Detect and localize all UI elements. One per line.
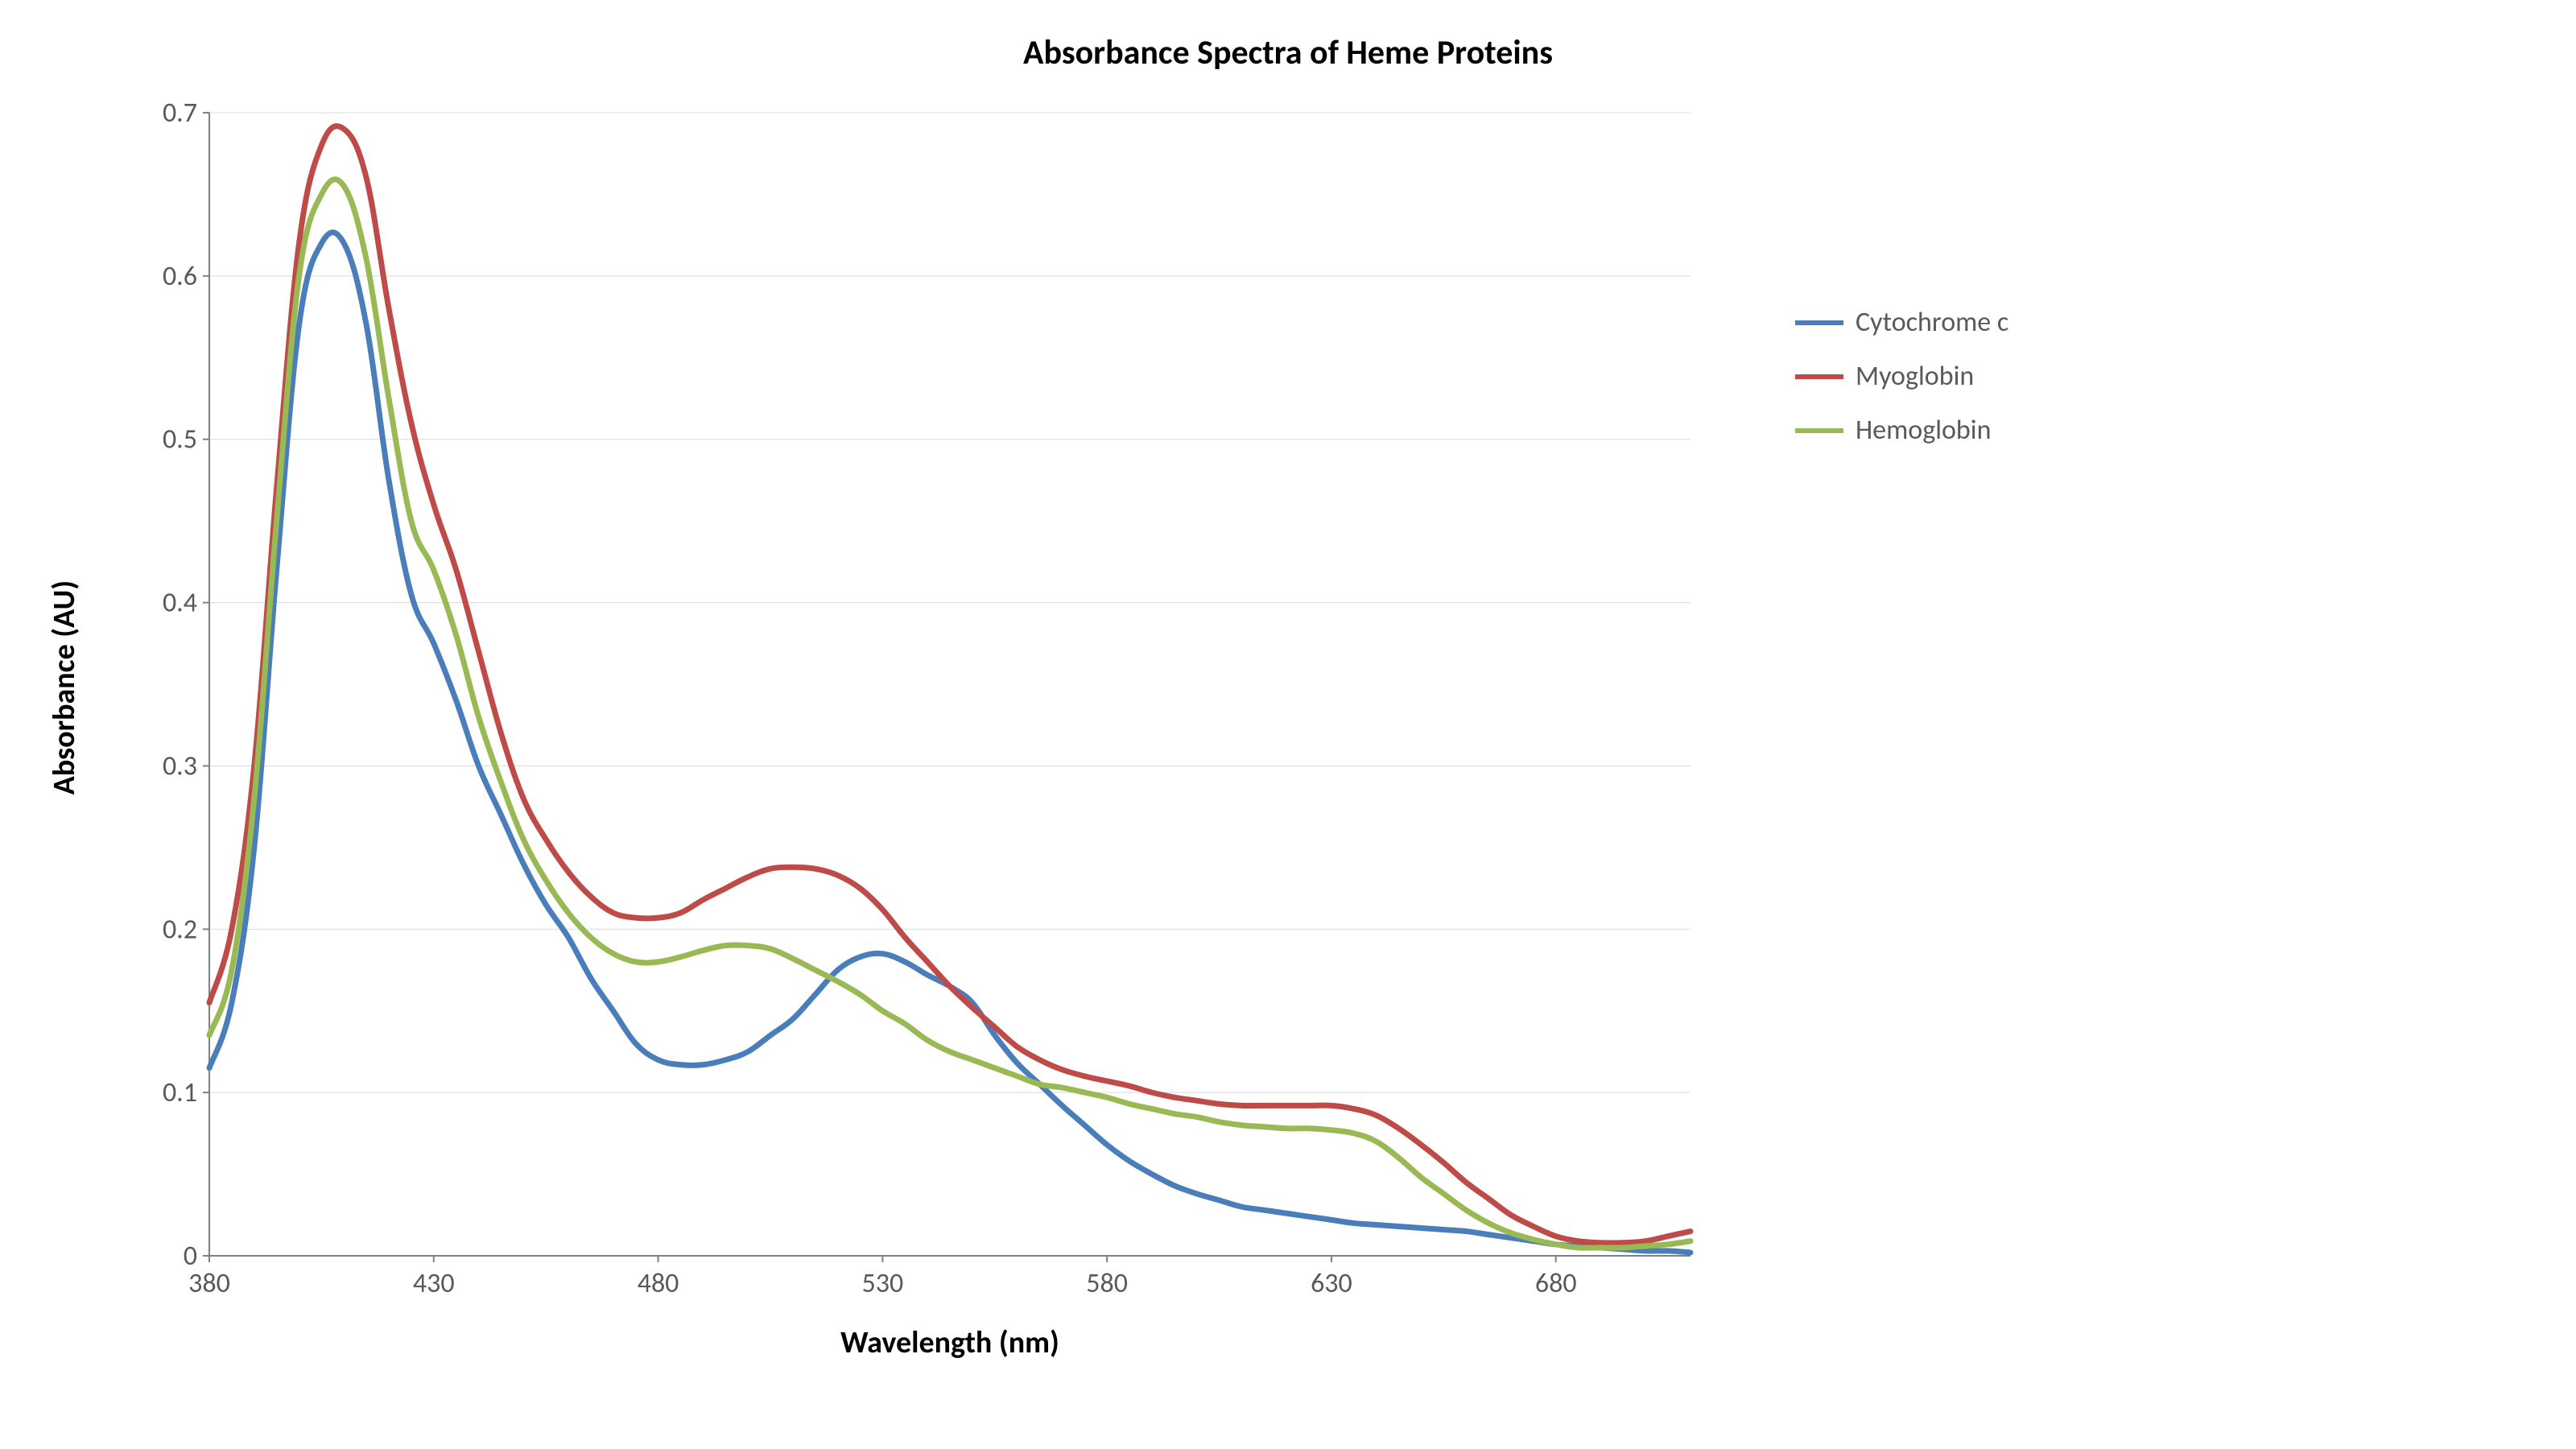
series-hemoglobin — [209, 180, 1690, 1248]
svg-text:480: 480 — [638, 1267, 679, 1300]
svg-text:430: 430 — [413, 1267, 455, 1300]
legend-item: Cytochrome c — [1795, 306, 2008, 339]
legend-item: Myoglobin — [1795, 360, 2008, 393]
legend-label: Cytochrome c — [1856, 306, 2008, 339]
legend-swatch — [1795, 374, 1843, 379]
svg-text:0.6: 0.6 — [163, 260, 197, 293]
svg-text:580: 580 — [1086, 1267, 1128, 1300]
svg-text:530: 530 — [862, 1267, 904, 1300]
svg-text:380: 380 — [188, 1267, 230, 1300]
chart-container: Absorbance Spectra of Heme Proteins 00.1… — [0, 0, 2576, 1449]
legend-swatch — [1795, 320, 1843, 325]
legend-swatch — [1795, 428, 1843, 433]
svg-text:0.2: 0.2 — [163, 913, 197, 946]
legend-label: Myoglobin — [1856, 360, 1974, 393]
svg-text:0.3: 0.3 — [163, 749, 197, 782]
svg-text:680: 680 — [1535, 1267, 1577, 1300]
svg-text:0.7: 0.7 — [163, 97, 197, 130]
y-axis-label: Absorbance (AU) — [46, 116, 83, 1259]
legend-label: Hemoglobin — [1856, 414, 1991, 447]
svg-text:630: 630 — [1311, 1267, 1352, 1300]
series-myoglobin — [209, 126, 1690, 1243]
svg-text:0.1: 0.1 — [163, 1076, 197, 1109]
legend-item: Hemoglobin — [1795, 414, 2008, 447]
svg-text:0.5: 0.5 — [163, 423, 197, 456]
legend: Cytochrome c Myoglobin Hemoglobin — [1795, 306, 2008, 468]
svg-text:0.4: 0.4 — [163, 587, 197, 620]
series-cytochrome-c — [209, 233, 1690, 1253]
x-axis-label: Wavelength (nm) — [209, 1324, 1690, 1361]
plot-area: 00.10.20.30.40.50.60.7380430480530580630… — [209, 113, 1690, 1257]
chart-title: Absorbance Spectra of Heme Proteins — [0, 32, 2576, 73]
